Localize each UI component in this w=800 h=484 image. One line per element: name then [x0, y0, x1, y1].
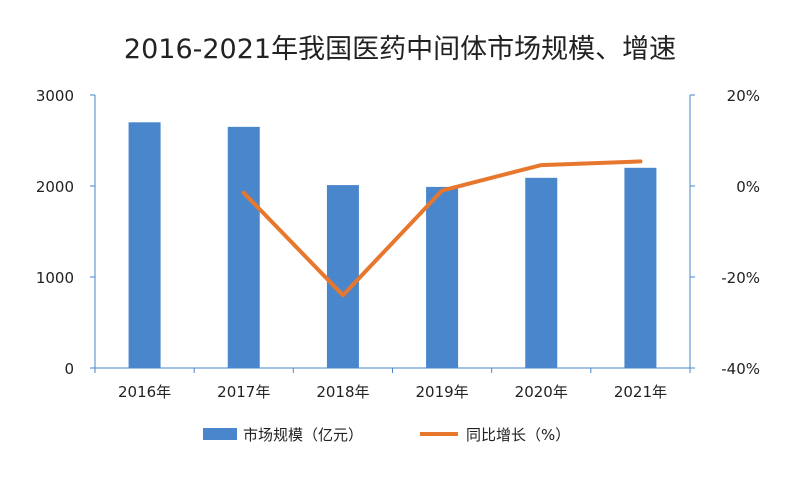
bar-5 [624, 167, 657, 368]
legend-line-label: 同比增长（%） [466, 426, 570, 444]
ticks-layer: 0 1000 2000 3000 -40% -20% 0% 20% 2016年 2017年 2018… [36, 87, 760, 401]
x-tick-label-0: 2016年 [118, 383, 171, 401]
left-tick-label-0: 0 [64, 360, 74, 378]
legend-bar-swatch [203, 428, 237, 440]
right-tick-label-2: 0% [736, 178, 760, 196]
growth-point-5 [638, 159, 642, 163]
chart-title: 2016-2021年我国医药中间体市场规模、增速 [124, 34, 676, 65]
bar-2 [326, 185, 359, 368]
growth-point-1 [242, 191, 246, 195]
left-tick-label-2: 2000 [36, 178, 74, 196]
right-tick-label-1: -20% [721, 269, 760, 287]
bars-layer [128, 122, 657, 368]
legend-bar-label: 市场规模（亿元） [243, 426, 363, 444]
x-tick-label-4: 2020年 [515, 383, 568, 401]
growth-point-4 [539, 163, 543, 167]
left-tick-label-3: 3000 [36, 87, 74, 105]
bar-1 [227, 126, 260, 368]
x-tick-label-5: 2021年 [614, 383, 667, 401]
legend: 市场规模（亿元） 同比增长（%） [203, 426, 570, 444]
right-tick-label-0: -40% [721, 360, 760, 378]
right-tick-label-3: 20% [727, 87, 760, 105]
x-tick-label-3: 2019年 [415, 383, 468, 401]
x-tick-label-1: 2017年 [217, 383, 270, 401]
x-tick-label-2: 2018年 [316, 383, 369, 401]
growth-point-3 [440, 189, 444, 193]
left-tick-label-1: 1000 [36, 269, 74, 287]
line-layer [241, 159, 643, 298]
growth-point-2 [341, 293, 345, 297]
bar-4 [525, 177, 558, 368]
bar-3 [426, 186, 459, 368]
axes-layer [94, 95, 691, 369]
bar-0 [128, 122, 161, 368]
